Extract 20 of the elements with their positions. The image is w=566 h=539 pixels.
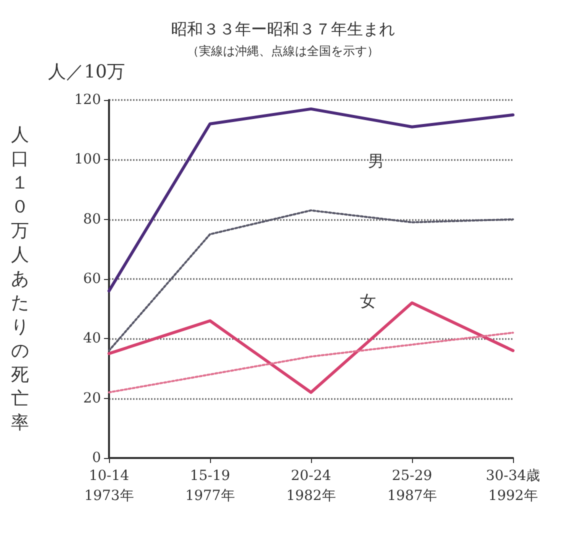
- x-tick-label: 30-34歳 1992年: [486, 468, 540, 504]
- y-tick-label: 60: [83, 271, 101, 287]
- text: 人口１０万人あたりの死亡率: [11, 124, 29, 434]
- y-tick-label: 20: [83, 390, 101, 406]
- chart-title: 昭和３３年ー昭和３７年生まれ: [171, 20, 395, 38]
- line-series: [108, 332, 514, 394]
- x-tick-label: 20-24 1982年: [286, 468, 336, 504]
- line-series: [108, 209, 514, 352]
- annotation: 女: [360, 292, 376, 310]
- line-series: [108, 107, 514, 292]
- chart-subtitle: （実線は沖縄、点線は全国を示す）: [187, 44, 379, 58]
- text: 人／10万: [48, 62, 125, 82]
- x-tick-label: 10-14 1973年: [84, 468, 134, 504]
- y-tick-label: 40: [83, 330, 101, 347]
- x-tick-label: 25-29 1987年: [387, 468, 437, 504]
- y-tick-label: 100: [74, 152, 101, 168]
- y-tick-label: 80: [83, 211, 101, 228]
- y-tick-label: 0: [92, 450, 101, 466]
- y-tick-label: 120: [74, 92, 101, 108]
- x-tick-label: 15-19 1977年: [185, 468, 235, 504]
